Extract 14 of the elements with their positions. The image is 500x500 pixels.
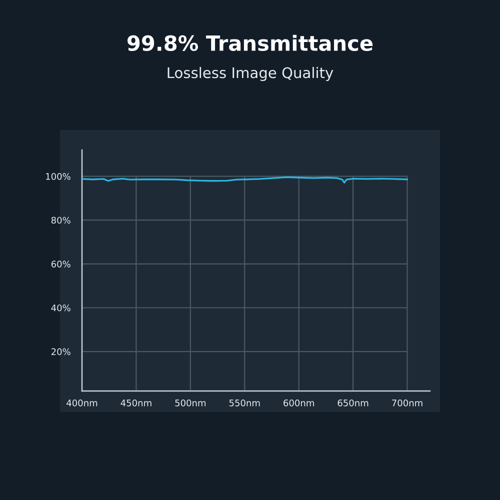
- y-tick-label: 100%: [46, 173, 70, 180]
- x-tick-label: 700nm: [392, 399, 422, 406]
- y-tick-label: 60%: [51, 260, 70, 268]
- x-tick-label: 600nm: [284, 399, 314, 406]
- chart-title: 99.8% Transmittance: [128, 34, 373, 52]
- chart-subtitle: Lossless Image Quality: [168, 66, 334, 82]
- x-tick-label: 450nm: [120, 399, 152, 406]
- x-tick-label: 500nm: [175, 399, 206, 406]
- y-tick-label: 80%: [51, 216, 70, 224]
- x-tick-label: 550nm: [229, 399, 260, 406]
- y-tick-label: 40%: [51, 304, 70, 312]
- y-tick-label: 20%: [51, 348, 70, 356]
- x-tick-label: 400nm: [66, 399, 98, 406]
- x-tick-label: 650nm: [338, 399, 368, 406]
